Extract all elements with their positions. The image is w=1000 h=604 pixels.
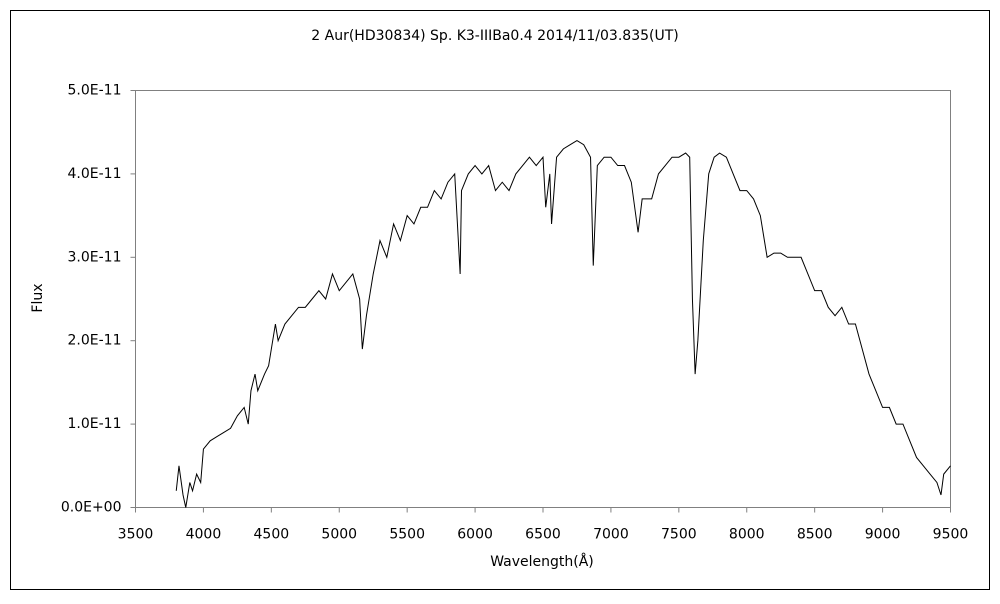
y-tick-label: 3.0E-11: [68, 249, 122, 265]
y-tick-label: 5.0E-11: [68, 83, 122, 99]
y-tick-label: 2.0E-11: [68, 333, 122, 349]
x-tick-label: 9500: [933, 527, 969, 543]
x-tick-label: 5000: [321, 527, 357, 543]
y-axis-label: Flux: [30, 283, 46, 312]
x-tick-label: 7000: [593, 527, 629, 543]
y-tick-label: 0.0E+00: [61, 500, 122, 516]
spectrum-line: [175, 139, 951, 508]
y-tick-label: 4.0E-11: [68, 166, 122, 182]
x-tick-label: 6000: [457, 527, 493, 543]
x-tick-label: 4000: [186, 527, 222, 543]
x-tick-label: 8500: [797, 527, 833, 543]
x-tick-label: 8000: [729, 527, 765, 543]
x-tick-label: 6500: [525, 527, 561, 543]
x-tick-label: 3500: [118, 527, 154, 543]
frame: [10, 10, 990, 590]
x-tick-label: 7500: [661, 527, 697, 543]
x-axis-label: Wavelength(Å): [490, 553, 594, 570]
x-tick-label: 4500: [254, 527, 290, 543]
chart-title: 2 Aur(HD30834) Sp. K3-IIIBa0.4 2014/11/0…: [311, 28, 678, 44]
x-tick-label: 9000: [865, 527, 901, 543]
x-tick-label: 5500: [389, 527, 425, 543]
y-tick-label: 1.0E-11: [68, 416, 122, 432]
plot-area: [135, 90, 951, 508]
